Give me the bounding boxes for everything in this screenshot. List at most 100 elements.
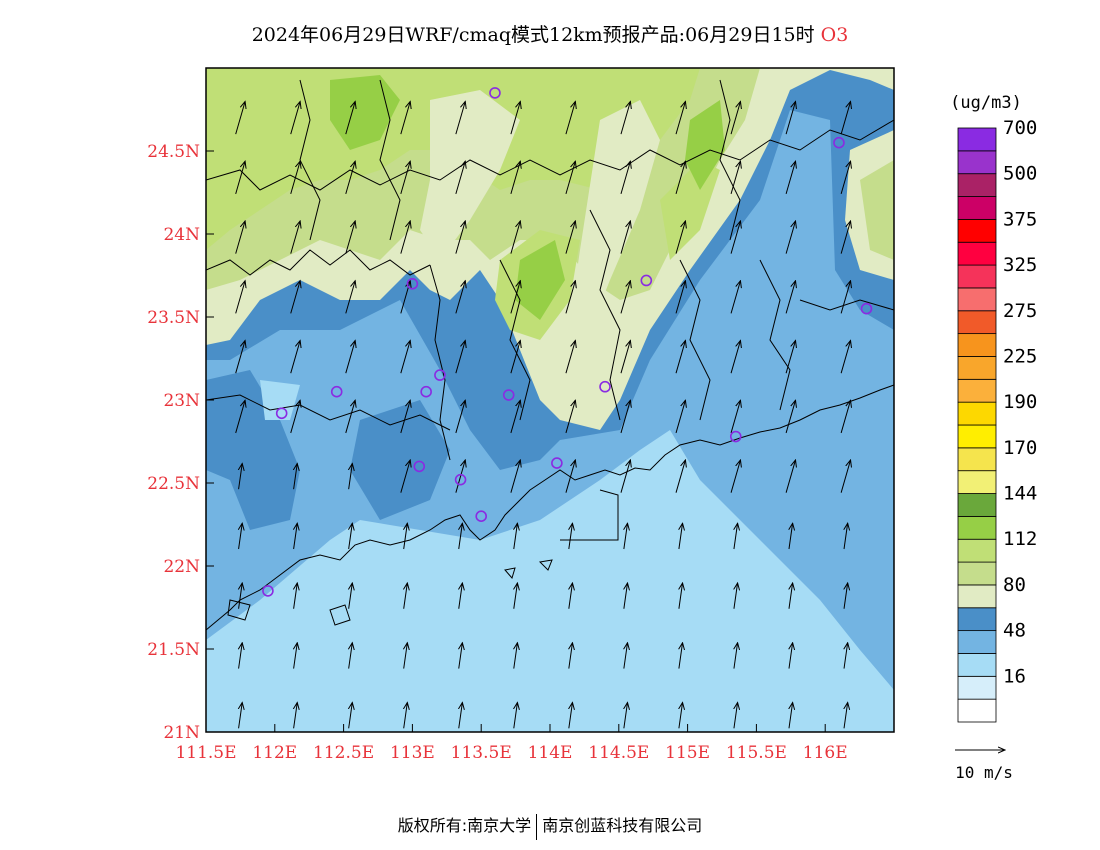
station-marker [420, 385, 432, 398]
province-border-e [679, 259, 711, 421]
x-tick-label: 115.5E [726, 743, 787, 763]
map-title: 2024年06月29日WRF/cmaq模式12km预报产品:06月29日15时 O… [0, 20, 1100, 47]
y-tick-label: 22.5N [147, 474, 200, 494]
wind-arrow [565, 221, 575, 254]
wind-arrow [840, 341, 850, 374]
wind-arrow [675, 400, 685, 434]
wind-arrow [404, 523, 408, 550]
wind-arrow [675, 281, 685, 314]
wind-arrow [675, 161, 685, 195]
wind-arrow [565, 341, 575, 374]
field-band-32-sea [206, 430, 894, 732]
wind-arrow [679, 643, 683, 669]
x-tick-label: 112E [252, 743, 297, 763]
legend-unit: (ug/m3) [950, 93, 1022, 113]
y-tick-label: 22N [163, 557, 200, 577]
wind-arrow [730, 460, 740, 493]
wind-arrow [785, 161, 795, 195]
wind-arrow [730, 101, 740, 135]
station-marker [833, 136, 845, 149]
legend-swatch [957, 333, 997, 357]
legend-label: 16 [1003, 665, 1026, 687]
station-marker [406, 277, 419, 290]
station-marker [729, 430, 742, 443]
color-legend: 16 48 80 112 144 170 190 225 275 325 375 500 700 [957, 117, 1037, 723]
island-d [538, 559, 553, 571]
wind-arrow [510, 101, 520, 135]
wind-arrow [620, 161, 630, 195]
wind-arrow [345, 161, 355, 195]
province-border-a [206, 249, 431, 276]
legend-swatch [957, 356, 997, 380]
wind-arrow [459, 703, 463, 729]
y-tick-label: 24.5N [147, 142, 200, 162]
x-tick-label: 114.5E [588, 743, 649, 763]
wind-arrow [404, 583, 408, 609]
province-border-d [589, 209, 621, 421]
wind-arrow [510, 221, 520, 254]
field-band-64-west [206, 370, 300, 530]
copyright-left: 版权所有:南京大学 [397, 816, 532, 835]
wind-arrow [844, 703, 848, 729]
legend-label: 375 [1003, 208, 1037, 230]
x-tick-label: 112.5E [313, 743, 374, 763]
field-band-112-east [660, 160, 720, 260]
wind-arrow [569, 583, 573, 609]
wind-arrow [620, 281, 630, 314]
legend-swatch [957, 630, 997, 654]
wind-arrow [290, 281, 300, 314]
field-band-64-center [350, 400, 450, 520]
wind-arrow [239, 703, 243, 729]
wind-arrow [789, 643, 793, 669]
wind-arrow [620, 101, 630, 135]
wind-arrow [785, 281, 795, 314]
wind-arrow [294, 703, 298, 729]
legend-swatch [957, 653, 997, 677]
wind-arrow [294, 583, 298, 609]
wind-arrow [510, 400, 520, 434]
field-band-128-a [330, 75, 400, 150]
wind-arrow [235, 161, 245, 195]
wind-arrow [620, 221, 630, 254]
wind-arrow [840, 400, 850, 434]
wind-arrow [404, 703, 408, 729]
wind-arrow [730, 400, 740, 434]
field-band-96-ridge-b [570, 100, 660, 330]
wind-arrow [455, 161, 465, 195]
wind-arrow [345, 281, 355, 314]
wind-arrow [349, 463, 353, 490]
wind-arrow [235, 281, 245, 314]
legend-label: 700 [1003, 117, 1037, 139]
wind-arrow [844, 583, 848, 609]
station-marker [502, 389, 515, 401]
wind-arrow [844, 523, 848, 550]
wind-arrow [455, 281, 465, 314]
wind-arrow [400, 341, 410, 374]
wind-arrow [455, 460, 465, 493]
wind-arrow [679, 703, 683, 729]
x-tick-label: 113E [390, 743, 435, 763]
wind-arrow [675, 221, 685, 254]
wind-arrow [734, 523, 738, 550]
station-marker [434, 369, 446, 381]
wind-arrow [510, 281, 520, 314]
wind-arrow [844, 643, 848, 669]
wind-arrow [345, 341, 355, 374]
wind-arrow [349, 583, 353, 609]
legend-swatch [957, 241, 997, 266]
wind-arrow [514, 643, 518, 669]
legend-label: 144 [1003, 483, 1037, 505]
wind-arrow [565, 161, 575, 195]
legend-swatch [957, 401, 997, 426]
province-border-j [379, 79, 401, 241]
wind-arrow [624, 583, 628, 609]
wind-arrow [785, 221, 795, 254]
wind-vectors [235, 101, 851, 729]
y-tick-label: 23.5N [147, 308, 200, 328]
legend-swatch [957, 150, 997, 175]
wind-arrow [730, 281, 740, 314]
wind-arrow [840, 101, 850, 135]
wind-arrow [455, 101, 465, 135]
station-marker [454, 473, 467, 486]
